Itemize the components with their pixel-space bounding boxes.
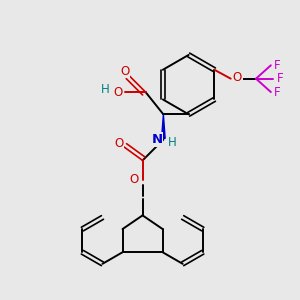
Text: F: F: [274, 59, 281, 72]
Text: N: N: [151, 133, 162, 146]
Polygon shape: [162, 114, 165, 138]
Text: O: O: [114, 137, 123, 150]
Text: O: O: [232, 71, 242, 84]
Text: O: O: [130, 173, 139, 186]
Text: F: F: [274, 85, 281, 98]
Text: O: O: [120, 65, 129, 78]
Text: O: O: [114, 85, 123, 98]
Text: H: H: [101, 82, 110, 96]
Text: F: F: [277, 72, 283, 85]
Text: H: H: [168, 136, 177, 149]
